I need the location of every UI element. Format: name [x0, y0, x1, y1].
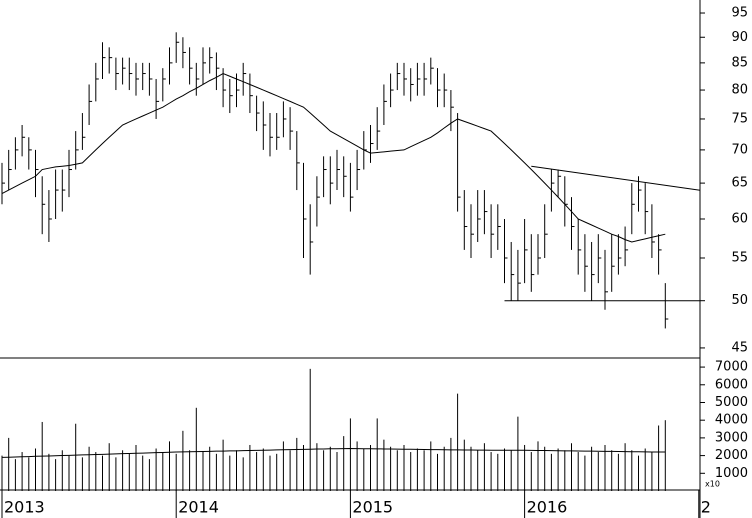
volume-average — [1, 448, 666, 458]
volume-tick-label: 3000 — [715, 430, 748, 445]
y-tick-label: 60 — [731, 211, 748, 226]
volume-tick-label: 1000 — [715, 466, 748, 481]
volume-tick-label: 4000 — [715, 413, 748, 428]
y-tick-label: 70 — [731, 142, 748, 157]
y-tick-label: 50 — [731, 293, 748, 308]
y-tick-label: 75 — [731, 111, 748, 126]
x-tick-label: 2016 — [527, 498, 568, 517]
y-tick-label: 85 — [731, 55, 748, 70]
x-tick-label: 2015 — [352, 498, 393, 517]
y-tick-label: 45 — [731, 340, 748, 355]
volume-tick-label: 2000 — [715, 448, 748, 463]
moving-average — [1, 72, 666, 243]
resistance-line — [531, 165, 701, 191]
volume-multiplier: x10 — [705, 480, 720, 489]
y-tick-label: 90 — [731, 30, 748, 45]
x-tick-label: 2014 — [178, 498, 219, 517]
volume-tick-label: 7000 — [715, 360, 748, 375]
y-tick-label: 80 — [731, 83, 748, 98]
y-tick-label: 65 — [731, 176, 748, 191]
y-tick-label: 95 — [731, 6, 748, 21]
x-tick-label: 2013 — [4, 498, 45, 517]
volume-tick-label: 6000 — [715, 377, 748, 392]
x-tick-label: 2 — [701, 498, 711, 517]
volume-tick-label: 5000 — [715, 395, 748, 410]
y-tick-label: 55 — [731, 250, 748, 265]
